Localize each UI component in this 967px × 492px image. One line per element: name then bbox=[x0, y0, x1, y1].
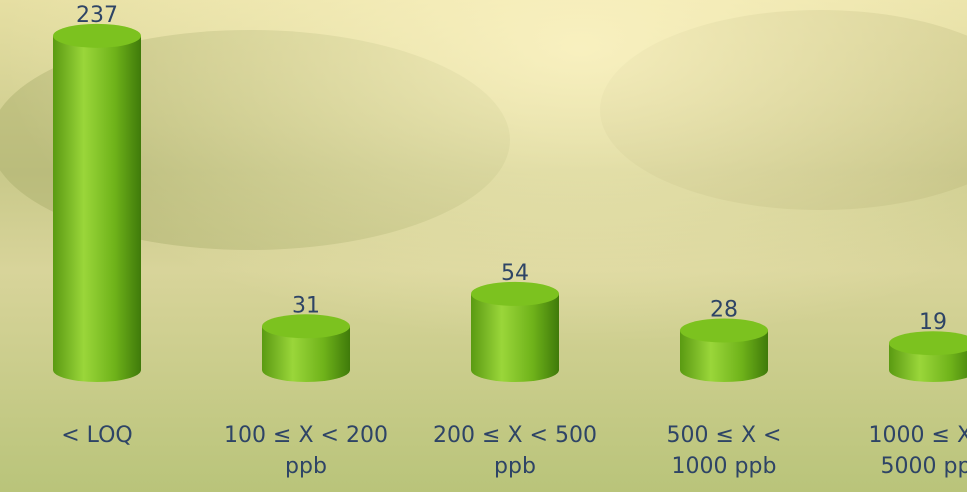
x-tick-label: 500 ≤ X < 1000 ppb bbox=[639, 420, 809, 482]
x-tick-label: < LOQ bbox=[12, 420, 182, 451]
x-tick-label: 1000 ≤ X < 5000 ppb bbox=[848, 420, 967, 482]
x-tick-label: 200 ≤ X < 500 ppb bbox=[430, 420, 600, 482]
chart: 237 31 54 28 19 bbox=[0, 0, 967, 492]
value-label: 28 bbox=[710, 298, 738, 323]
bar bbox=[53, 24, 141, 382]
bar bbox=[889, 331, 967, 382]
bar bbox=[471, 282, 559, 382]
value-label: 237 bbox=[76, 3, 118, 28]
bar bbox=[680, 319, 768, 382]
page: {"chart_data": {"type": "bar", "categori… bbox=[0, 0, 967, 492]
bar-body bbox=[53, 36, 141, 370]
value-label: 54 bbox=[501, 261, 529, 286]
x-tick-label: 100 ≤ X < 200 ppb bbox=[221, 420, 391, 482]
value-label: 31 bbox=[292, 293, 320, 318]
bar bbox=[262, 314, 350, 382]
sunlight bbox=[0, 0, 967, 492]
value-label: 19 bbox=[919, 310, 947, 335]
